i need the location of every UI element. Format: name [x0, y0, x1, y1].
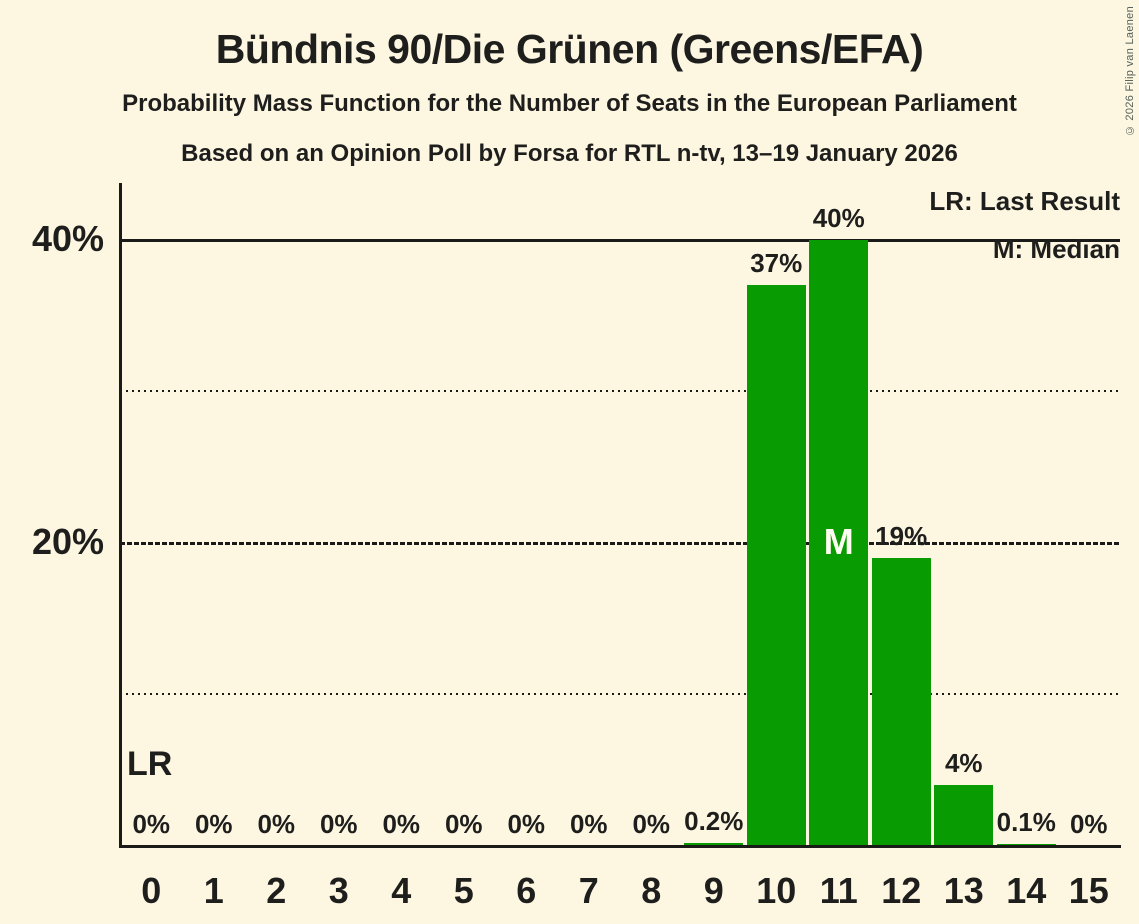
- bar-seat-11: [809, 240, 869, 846]
- value-label-seat-10: 37%: [750, 248, 803, 278]
- x-tick-label-1: 1: [203, 870, 224, 911]
- bar-seat-12: [871, 558, 931, 846]
- x-tick-label-9: 9: [703, 870, 724, 911]
- x-tick-label-8: 8: [641, 870, 662, 911]
- gridline-40pct: [120, 238, 1120, 242]
- x-tick-label-7: 7: [578, 870, 599, 911]
- chart-subtitle-pmf: Probability Mass Function for the Number…: [122, 90, 1017, 117]
- value-label-seat-13: 4%: [944, 748, 983, 778]
- copyright-notice: © 2026 Filip van Laenen: [1124, 6, 1136, 137]
- x-tick-label-2: 2: [266, 870, 287, 911]
- x-tick-label-4: 4: [391, 870, 412, 911]
- x-axis-line: [119, 845, 1121, 848]
- gridline-30pct: [120, 390, 1120, 392]
- gridline-10pct: [120, 693, 1120, 695]
- bar-seat-13: [934, 785, 994, 846]
- value-label-seat-12: 19%: [875, 521, 928, 551]
- gridline-20pct: [120, 541, 1120, 545]
- x-tick-label-12: 12: [881, 870, 922, 911]
- value-label-seat-0: 0%: [132, 809, 171, 839]
- value-label-seat-9: 0.2%: [684, 806, 744, 836]
- y-axis-line: [119, 183, 122, 848]
- value-label-seat-8: 0%: [632, 809, 671, 839]
- value-label-seat-7: 0%: [569, 809, 608, 839]
- x-tick-label-14: 14: [1006, 870, 1047, 911]
- x-tick-label-6: 6: [516, 870, 537, 911]
- x-tick-label-5: 5: [453, 870, 474, 911]
- legend-last-result: LR: Last Result: [929, 186, 1120, 216]
- bar-seat-10: [746, 285, 806, 846]
- x-tick-label-11: 11: [819, 870, 858, 911]
- value-label-seat-5: 0%: [444, 809, 483, 839]
- x-tick-label-15: 15: [1068, 870, 1109, 911]
- value-label-seat-14: 0.1%: [996, 807, 1056, 837]
- legend-median: M: Median: [992, 234, 1120, 264]
- value-label-seat-2: 0%: [257, 809, 296, 839]
- median-mark: M: [823, 521, 854, 562]
- value-label-seat-4: 0%: [382, 809, 421, 839]
- value-label-seat-15: 0%: [1069, 809, 1108, 839]
- x-tick-label-13: 13: [943, 870, 984, 911]
- bar-seat-9: [684, 843, 744, 846]
- x-tick-label-0: 0: [141, 870, 162, 911]
- x-tick-label-10: 10: [756, 870, 797, 911]
- value-label-seat-3: 0%: [319, 809, 358, 839]
- x-tick-label-3: 3: [328, 870, 349, 911]
- last-result-annotation: LR: [127, 745, 173, 783]
- chart-subtitle-poll: Based on an Opinion Poll by Forsa for RT…: [181, 140, 958, 167]
- y-tick-label-40pct: 40%: [31, 218, 104, 259]
- value-label-seat-1: 0%: [194, 809, 233, 839]
- value-label-seat-11: 40%: [812, 203, 865, 233]
- y-tick-label-20pct: 20%: [31, 521, 104, 562]
- value-label-seat-6: 0%: [507, 809, 546, 839]
- chart-title: Bündnis 90/Die Grünen (Greens/EFA): [215, 26, 924, 72]
